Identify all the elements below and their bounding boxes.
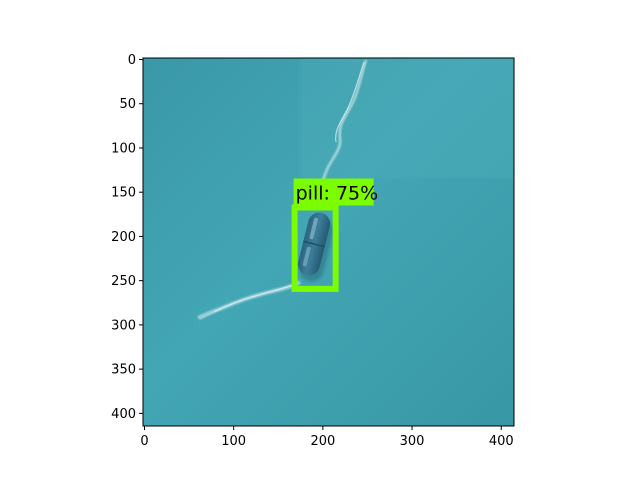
axes-frame (142, 57, 515, 427)
detections-layer: pill: 75% (291, 178, 379, 292)
y-tick-label: 300 (111, 318, 136, 333)
detection-box (291, 204, 339, 292)
y-tick-label: 50 (119, 97, 136, 112)
y-tick-label: 350 (111, 363, 136, 378)
detection-label-background (293, 178, 374, 206)
x-tick-label: 400 (489, 434, 514, 449)
y-tick-label: 200 (111, 230, 136, 245)
detection-label: pill: 75% (296, 183, 379, 205)
x-tick-label: 100 (221, 434, 246, 449)
x-tick-label: 300 (400, 434, 425, 449)
y-tick-label: 400 (111, 407, 136, 422)
x-tick-label: 0 (140, 434, 148, 449)
x-axis: 0 100 200 300 400 (140, 426, 514, 449)
y-axis: 0 50 100 150 200 250 300 350 400 (111, 53, 143, 422)
y-tick-label: 100 (111, 141, 136, 156)
photo-image (143, 58, 514, 426)
pill-capsule (297, 212, 331, 276)
y-tick-label: 150 (111, 186, 136, 201)
x-tick-label: 200 (310, 434, 335, 449)
y-tick-label: 250 (111, 274, 136, 289)
y-tick-label: 0 (128, 53, 136, 68)
